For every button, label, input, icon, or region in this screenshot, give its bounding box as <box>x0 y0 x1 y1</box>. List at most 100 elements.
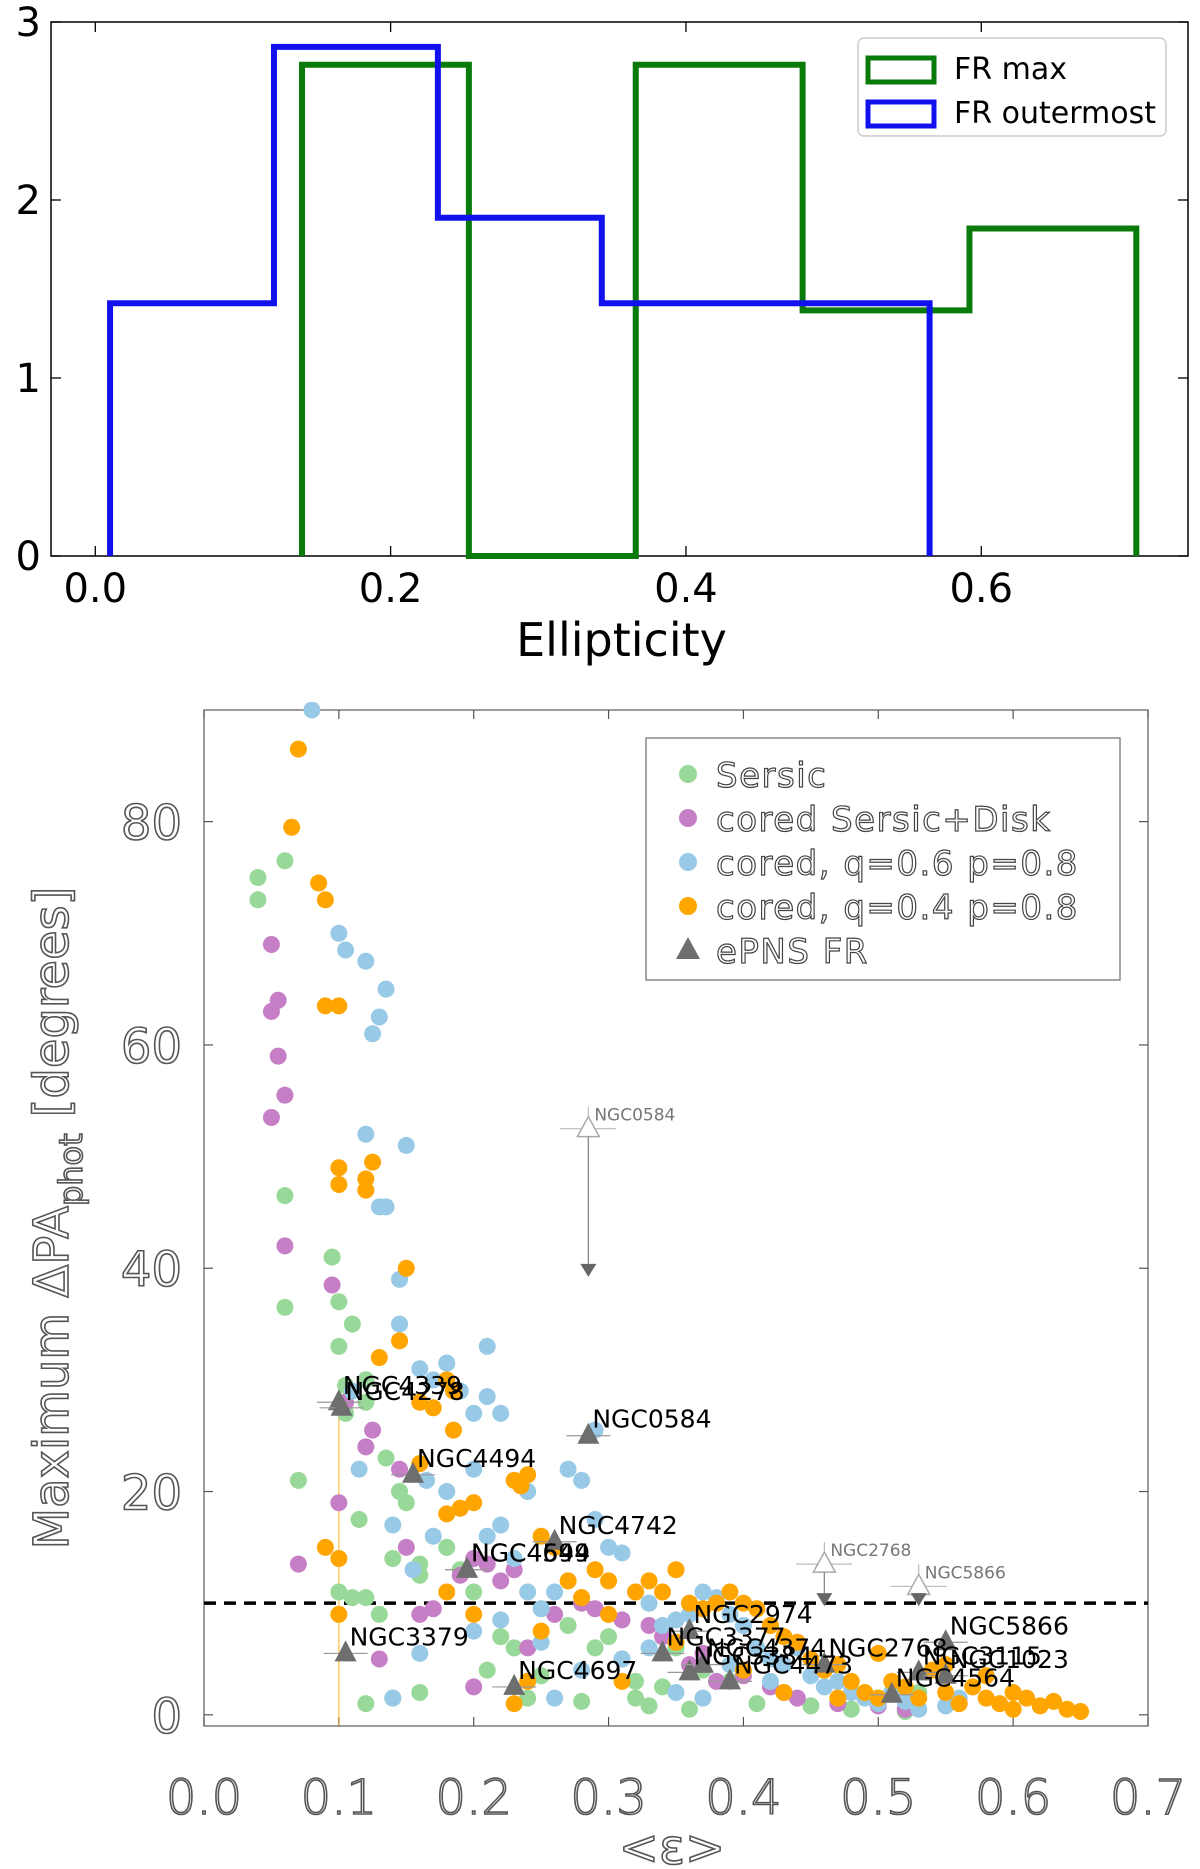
legend-marker <box>679 765 697 783</box>
point-cored-q06 <box>748 1639 766 1657</box>
plot-frame <box>203 709 1149 1727</box>
point-cored-q06 <box>519 1583 537 1601</box>
epns-triangle <box>934 1662 957 1684</box>
point-cored-q04 <box>505 1695 523 1713</box>
point-cored-q06 <box>667 1684 685 1702</box>
x-tick-label: 0.0 <box>166 1770 242 1826</box>
point-cored-q04 <box>856 1684 874 1702</box>
legend-marker <box>679 853 697 871</box>
point-cored-q06 <box>492 1404 510 1422</box>
point-cored-q06 <box>640 1594 658 1612</box>
point-cored-q04 <box>1072 1702 1090 1720</box>
point-cored-q06 <box>613 1650 631 1668</box>
legend-marker <box>679 809 697 827</box>
point-cored-q06 <box>573 1471 591 1489</box>
point-cored-q04 <box>532 1622 550 1640</box>
point-cored-q06 <box>411 1360 429 1378</box>
point-cored-sersic-disk <box>640 1617 658 1635</box>
point-cored-q06 <box>465 1622 483 1640</box>
point-cored-q06 <box>829 1672 847 1690</box>
point-cored-q04 <box>519 1466 537 1484</box>
point-sersic <box>370 1605 388 1623</box>
x-tick-label: 0.6 <box>949 566 1013 612</box>
point-sersic <box>249 868 267 886</box>
point-cored-q06 <box>384 1689 402 1707</box>
point-cored-q04 <box>465 1494 483 1512</box>
point-sersic <box>323 1248 341 1266</box>
epns-label: NGC4278 <box>346 1377 465 1406</box>
epns-label: NGC4697 <box>518 1656 637 1685</box>
point-cored-sersic-disk <box>391 1460 409 1478</box>
point-cored-q04 <box>788 1633 806 1651</box>
point-sersic <box>842 1700 860 1718</box>
point-cored-sersic-disk <box>262 1109 280 1127</box>
point-cored-q06 <box>640 1639 658 1657</box>
point-cored-q04 <box>444 1421 462 1439</box>
point-cored-q06 <box>937 1697 955 1715</box>
point-cored-q06 <box>586 1510 604 1528</box>
point-cored-sersic-disk <box>289 1555 307 1573</box>
point-cored-q04 <box>654 1583 672 1601</box>
point-cored-q06 <box>478 1337 496 1355</box>
x-axis-label: <ε> <box>619 1820 725 1869</box>
point-sersic <box>377 1449 395 1467</box>
epns-triangle <box>880 1681 903 1703</box>
point-sersic <box>397 1494 415 1512</box>
epns-triangle <box>577 1422 600 1444</box>
point-cored-q04 <box>316 891 334 909</box>
point-cored-sersic-disk <box>323 1276 341 1294</box>
point-cored-q04 <box>465 1605 483 1623</box>
point-cored-q06 <box>391 1315 409 1333</box>
point-cored-q06 <box>694 1583 712 1601</box>
point-cored-q04 <box>680 1594 698 1612</box>
point-cored-sersic-disk <box>262 935 280 953</box>
point-cored-sersic-disk <box>411 1605 429 1623</box>
point-cored-q06 <box>478 1527 496 1545</box>
point-sersic <box>600 1628 618 1646</box>
point-cored-q06 <box>357 952 375 970</box>
point-cored-q04 <box>330 1176 348 1194</box>
epns-label: NGC4564 <box>896 1664 1015 1693</box>
point-cored-q04 <box>775 1684 793 1702</box>
point-cored-q04 <box>411 1393 429 1411</box>
point-cored-q04 <box>1045 1692 1063 1710</box>
point-cored-q06 <box>370 1008 388 1026</box>
point-sersic <box>680 1700 698 1718</box>
point-cored-q06 <box>761 1672 779 1690</box>
point-cored-sersic-disk <box>465 1678 483 1696</box>
point-sersic <box>276 852 294 870</box>
point-cored-q06 <box>303 702 321 719</box>
epns-label: NGC3377 <box>667 1622 786 1651</box>
point-sersic <box>627 1689 645 1707</box>
legend-label: cored Sersic+Disk <box>716 800 1051 840</box>
y-label-subscript: phot <box>52 1133 90 1206</box>
point-cored-q06 <box>465 1404 483 1422</box>
point-cored-q06 <box>654 1617 672 1635</box>
point-cored-q04 <box>438 1505 456 1523</box>
point-cored-q04 <box>734 1594 752 1612</box>
point-cored-q04 <box>775 1628 793 1646</box>
point-cored-q04 <box>640 1572 658 1590</box>
point-cored-q04 <box>532 1527 550 1545</box>
point-sersic <box>586 1639 604 1657</box>
point-cored-q04 <box>519 1672 537 1690</box>
point-cored-q06 <box>613 1544 631 1562</box>
epns-triangle <box>813 1651 836 1673</box>
point-cored-sersic-disk <box>357 1438 375 1456</box>
legend-label: FR max <box>954 52 1067 87</box>
point-cored-q04 <box>310 874 328 892</box>
point-cored-q04 <box>330 997 348 1015</box>
point-cored-q06 <box>573 1661 591 1679</box>
point-cored-q06 <box>377 980 395 998</box>
point-cored-sersic-disk <box>269 1047 287 1065</box>
legend-marker <box>679 897 697 915</box>
point-sersic <box>289 1471 307 1489</box>
x-tick-label: 0.0 <box>63 566 127 612</box>
arrow-head <box>580 1263 597 1277</box>
point-cored-q04 <box>600 1605 618 1623</box>
epns-triangle <box>330 1394 353 1416</box>
point-sersic <box>330 1583 348 1601</box>
point-sersic <box>559 1617 577 1635</box>
point-cored-q04 <box>397 1259 415 1277</box>
y-tick-label: 40 <box>121 1242 182 1298</box>
